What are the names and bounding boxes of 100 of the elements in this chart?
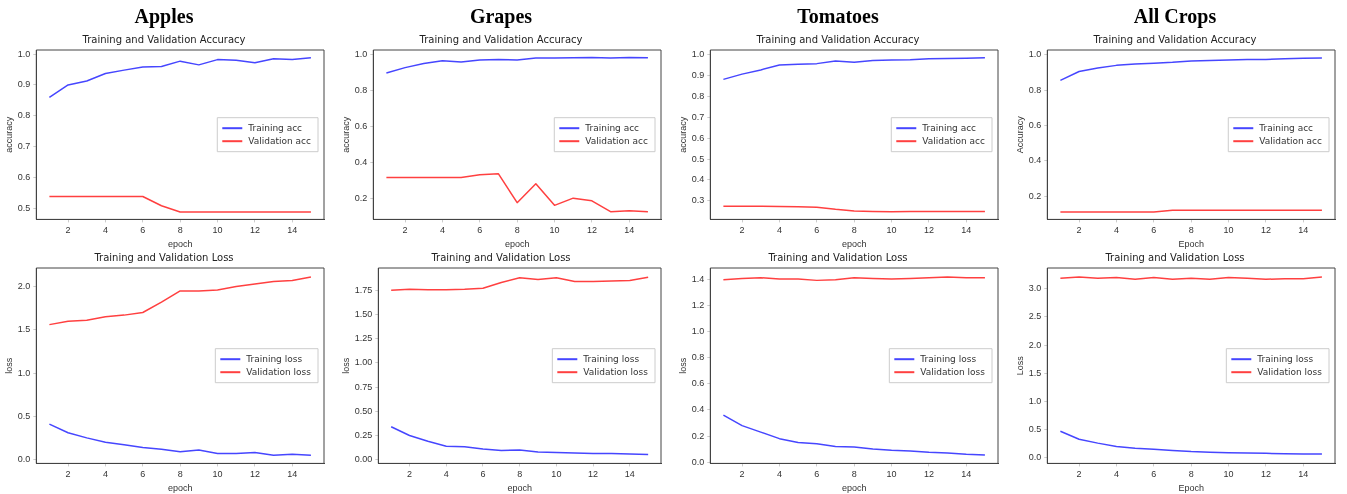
y-tick-label: 0.0 bbox=[17, 453, 31, 464]
y-tick-label: 0.7 bbox=[691, 111, 705, 122]
y-tick-label: 0.00 bbox=[354, 454, 373, 465]
x-tick-label: 2 bbox=[65, 225, 71, 236]
y-tick-label: 1.0 bbox=[691, 48, 705, 59]
y-tick-label: 0.6 bbox=[691, 378, 705, 389]
x-tick-label: 4 bbox=[439, 225, 445, 236]
y-tick-label: 3.0 bbox=[1028, 283, 1042, 294]
x-axis-title: epoch bbox=[167, 239, 193, 250]
y-tick-label: 0.6 bbox=[691, 132, 705, 143]
y-tick-label: 1.0 bbox=[691, 326, 705, 337]
y-tick-label: 0.6 bbox=[354, 120, 368, 131]
x-tick-label: 10 bbox=[1223, 469, 1234, 480]
y-tick-label: 1.0 bbox=[354, 48, 368, 59]
x-tick-label: 4 bbox=[102, 225, 108, 236]
chart-subtitle: Training and Validation Accuracy bbox=[755, 33, 920, 45]
y-tick-label: 1.25 bbox=[354, 333, 373, 344]
x-tick-label: 6 bbox=[1151, 225, 1157, 236]
x-tick-label: 2 bbox=[739, 225, 745, 236]
y-tick-label: 0.50 bbox=[354, 405, 373, 416]
y-tick-label: 1.75 bbox=[354, 284, 373, 295]
x-tick-label: 12 bbox=[249, 225, 260, 236]
legend-label: Validation loss bbox=[583, 366, 649, 377]
y-tick-label: 0.4 bbox=[691, 404, 705, 415]
chart-title: Grapes bbox=[469, 5, 533, 29]
y-tick-label: 0.8 bbox=[691, 90, 705, 101]
y-tick-label: 1.2 bbox=[691, 300, 705, 311]
legend-label: Training loss bbox=[245, 353, 303, 364]
x-tick-label: 8 bbox=[177, 469, 183, 480]
x-tick-label: 6 bbox=[140, 225, 146, 236]
y-tick-label: 0.75 bbox=[354, 381, 373, 392]
chart-title: Training and Validation Loss bbox=[767, 251, 908, 263]
chart-title: Training and Validation Loss bbox=[430, 251, 571, 263]
x-tick-label: 6 bbox=[477, 225, 483, 236]
y-tick-label: 2.0 bbox=[1028, 339, 1042, 350]
x-tick-label: 6 bbox=[814, 225, 820, 236]
x-tick-label: 10 bbox=[886, 225, 897, 236]
y-tick-label: 0.8 bbox=[691, 352, 705, 363]
y-tick-label: 1.50 bbox=[354, 308, 373, 319]
y-tick-label: 2.5 bbox=[1028, 311, 1042, 322]
legend-label: Validation loss bbox=[920, 366, 986, 377]
y-tick-label: 0.5 bbox=[691, 153, 705, 164]
y-axis-title: loss bbox=[677, 357, 688, 374]
x-tick-label: 8 bbox=[851, 469, 857, 480]
x-tick-label: 4 bbox=[776, 469, 782, 480]
x-tick-label: 14 bbox=[961, 469, 972, 480]
y-tick-label: 1.0 bbox=[1028, 49, 1042, 60]
x-tick-label: 12 bbox=[249, 469, 260, 480]
y-tick-label: 0.8 bbox=[17, 110, 31, 121]
y-tick-label: 0.8 bbox=[1028, 84, 1042, 95]
y-tick-label: 0.0 bbox=[691, 456, 705, 467]
y-tick-label: 0.0 bbox=[1028, 452, 1042, 463]
legend-label: Training acc bbox=[1258, 122, 1314, 133]
y-tick-label: 0.2 bbox=[354, 192, 368, 203]
legend-label: Training loss bbox=[582, 353, 640, 364]
x-tick-label: 12 bbox=[1260, 225, 1271, 236]
y-axis-title: Accuracy bbox=[1014, 115, 1025, 154]
legend-label: Validation acc bbox=[922, 135, 986, 146]
y-axis-title: loss bbox=[340, 357, 351, 374]
x-axis-title: epoch bbox=[841, 239, 867, 250]
legend-label: Validation acc bbox=[585, 135, 649, 146]
y-tick-label: 0.7 bbox=[17, 141, 31, 152]
x-tick-label: 12 bbox=[1260, 469, 1271, 480]
y-tick-label: 1.00 bbox=[354, 357, 373, 368]
y-tick-label: 0.25 bbox=[354, 430, 373, 440]
y-axis-title: accuracy bbox=[340, 116, 351, 153]
x-tick-label: 4 bbox=[102, 469, 108, 480]
y-tick-label: 0.9 bbox=[691, 69, 705, 80]
x-tick-label: 6 bbox=[814, 469, 820, 480]
legend-label: Training loss bbox=[919, 353, 977, 364]
y-tick-label: 0.5 bbox=[1028, 424, 1042, 435]
x-tick-label: 14 bbox=[287, 225, 298, 236]
legend-label: Validation loss bbox=[246, 366, 312, 377]
x-tick-label: 14 bbox=[287, 469, 298, 480]
x-tick-label: 8 bbox=[514, 225, 520, 236]
y-tick-label: 0.4 bbox=[354, 156, 368, 167]
x-axis-title: epoch bbox=[504, 239, 530, 250]
y-axis-title: Loss bbox=[1014, 355, 1025, 376]
x-tick-label: 14 bbox=[1298, 225, 1309, 236]
x-tick-label: 8 bbox=[517, 469, 523, 480]
x-axis-title: Epoch bbox=[1178, 239, 1204, 250]
x-tick-label: 2 bbox=[402, 225, 408, 236]
y-tick-label: 0.3 bbox=[691, 195, 705, 206]
x-tick-label: 10 bbox=[212, 225, 223, 236]
y-tick-label: 0.6 bbox=[17, 172, 31, 183]
x-tick-label: 10 bbox=[551, 469, 562, 480]
chart-title: Apples bbox=[134, 5, 194, 29]
chart-title: Training and Validation Loss bbox=[1104, 251, 1245, 263]
y-tick-label: 0.6 bbox=[1028, 119, 1042, 130]
chart-title: Tomatoes bbox=[797, 5, 879, 28]
x-tick-label: 10 bbox=[549, 225, 560, 236]
x-tick-label: 6 bbox=[140, 469, 146, 480]
x-tick-label: 8 bbox=[177, 225, 183, 236]
legend-label: Validation acc bbox=[248, 135, 312, 146]
y-axis-title: loss bbox=[3, 357, 14, 374]
x-tick-label: 8 bbox=[1188, 225, 1194, 236]
y-tick-label: 1.0 bbox=[17, 48, 31, 59]
y-tick-label: 1.0 bbox=[1028, 395, 1042, 406]
chart-subtitle: Training and Validation Accuracy bbox=[1092, 33, 1257, 45]
y-tick-label: 0.4 bbox=[691, 174, 705, 185]
